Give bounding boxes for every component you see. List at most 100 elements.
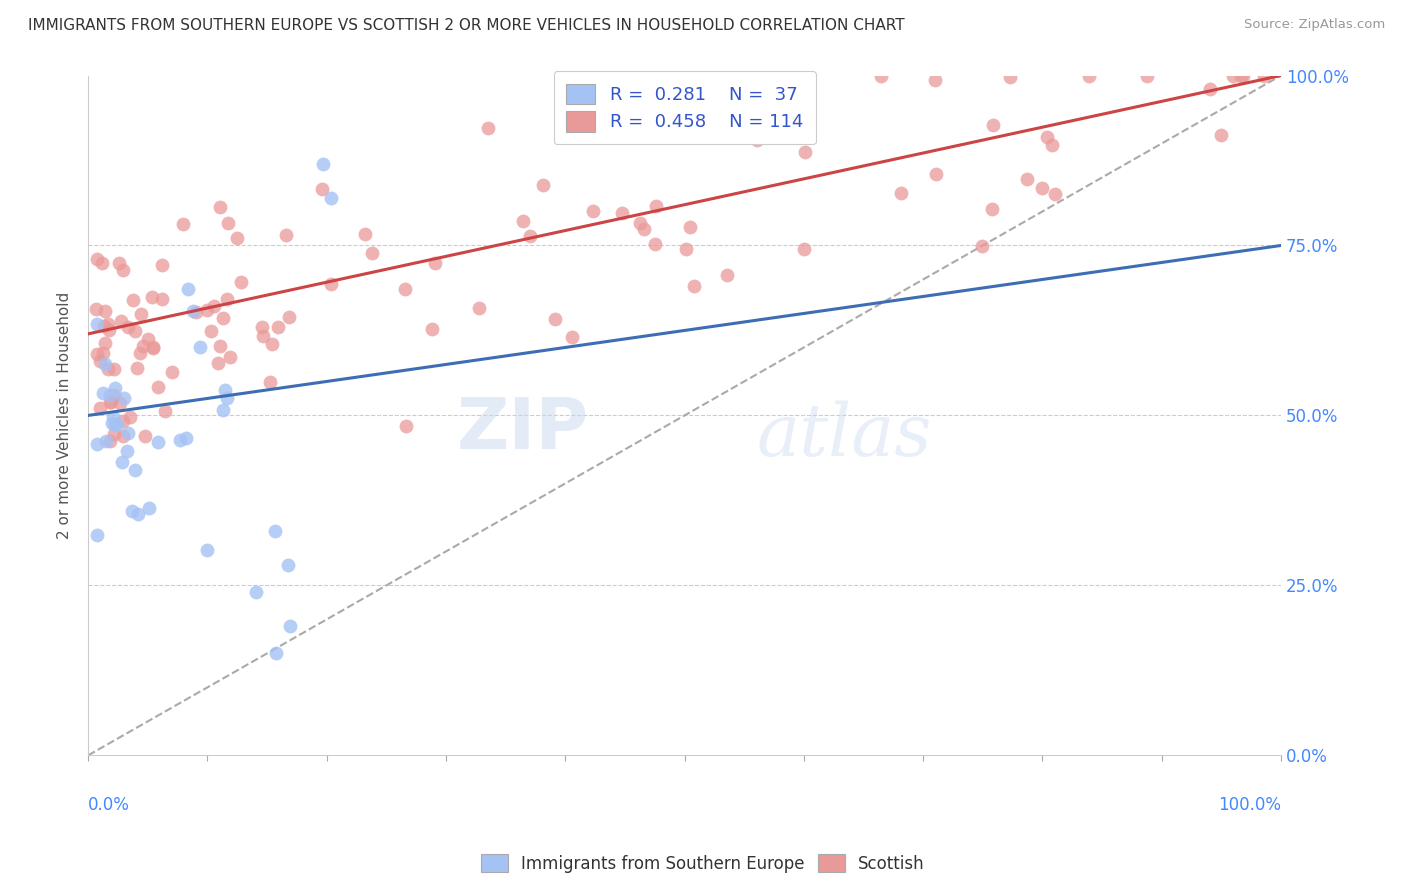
Point — [94, 336, 117, 351]
Point — [250, 319, 273, 334]
Legend: R =  0.281    N =  37, R =  0.458    N = 114: R = 0.281 N = 37, R = 0.458 N = 114 — [554, 71, 815, 145]
Text: atlas: atlas — [756, 401, 932, 471]
Point — [1015, 171, 1038, 186]
Point — [100, 395, 122, 409]
Point — [89, 401, 111, 416]
Point — [127, 508, 149, 522]
Point — [103, 362, 125, 376]
Point — [184, 305, 207, 319]
Point — [477, 120, 499, 135]
Point — [981, 118, 1004, 132]
Point — [174, 431, 197, 445]
Point — [226, 231, 249, 245]
Point — [211, 403, 233, 417]
Point — [214, 384, 236, 398]
Point — [793, 243, 815, 257]
Point — [101, 416, 124, 430]
Point — [142, 340, 165, 354]
Legend: Immigrants from Southern Europe, Scottish: Immigrants from Southern Europe, Scottis… — [475, 847, 931, 880]
Point — [245, 585, 267, 599]
Point — [181, 304, 204, 318]
Point — [543, 312, 565, 326]
Point — [121, 504, 143, 518]
Point — [177, 282, 200, 296]
Point — [169, 433, 191, 447]
Point — [94, 434, 117, 448]
Point — [134, 429, 156, 443]
Point — [531, 178, 554, 192]
Point — [96, 362, 118, 376]
Point — [274, 227, 297, 242]
Point — [311, 182, 333, 196]
Point — [259, 376, 281, 390]
Point — [97, 323, 120, 337]
Point — [86, 528, 108, 542]
Point — [91, 346, 114, 360]
Point — [394, 282, 416, 296]
Point — [972, 239, 994, 253]
Point — [200, 324, 222, 338]
Point — [890, 186, 912, 201]
Point — [111, 262, 134, 277]
Point — [1253, 69, 1275, 83]
Point — [468, 301, 491, 315]
Point — [264, 524, 287, 538]
Point — [870, 69, 893, 83]
Point — [111, 455, 134, 469]
Point — [117, 426, 139, 441]
Point — [582, 203, 605, 218]
Point — [115, 444, 138, 458]
Point — [146, 379, 169, 393]
Point — [121, 293, 143, 308]
Point — [105, 417, 128, 432]
Point — [202, 300, 225, 314]
Point — [252, 329, 274, 343]
Text: IMMIGRANTS FROM SOUTHERN EUROPE VS SCOTTISH 2 OR MORE VEHICLES IN HOUSEHOLD CORR: IMMIGRANTS FROM SOUTHERN EUROPE VS SCOTT… — [28, 18, 904, 33]
Text: 0.0%: 0.0% — [89, 797, 129, 814]
Point — [150, 292, 173, 306]
Point — [86, 317, 108, 331]
Point — [1000, 70, 1022, 84]
Point — [160, 365, 183, 379]
Point — [716, 268, 738, 282]
Point — [98, 387, 121, 401]
Point — [112, 392, 135, 406]
Point — [124, 463, 146, 477]
Point — [925, 167, 948, 181]
Point — [104, 417, 127, 432]
Point — [610, 205, 633, 219]
Point — [136, 332, 159, 346]
Point — [86, 347, 108, 361]
Point — [645, 199, 668, 213]
Point — [1136, 69, 1159, 83]
Point — [1040, 137, 1063, 152]
Point — [682, 279, 704, 293]
Point — [100, 394, 122, 409]
Point — [132, 339, 155, 353]
Point — [628, 216, 651, 230]
Point — [354, 227, 377, 241]
Point — [321, 191, 343, 205]
Point — [207, 355, 229, 369]
Point — [155, 404, 177, 418]
Point — [278, 619, 301, 633]
Point — [91, 385, 114, 400]
Point — [793, 145, 815, 160]
Point — [319, 277, 342, 292]
Point — [124, 324, 146, 338]
Point — [108, 256, 131, 270]
Point — [644, 236, 666, 251]
Point — [262, 337, 284, 351]
Point — [118, 410, 141, 425]
Point — [361, 246, 384, 260]
Point — [84, 301, 107, 316]
Point — [110, 314, 132, 328]
Point — [86, 252, 108, 266]
Point — [1036, 130, 1059, 145]
Point — [264, 646, 287, 660]
Point — [117, 319, 139, 334]
Point — [103, 388, 125, 402]
Point — [215, 391, 238, 405]
Point — [745, 133, 768, 147]
Point — [209, 200, 232, 214]
